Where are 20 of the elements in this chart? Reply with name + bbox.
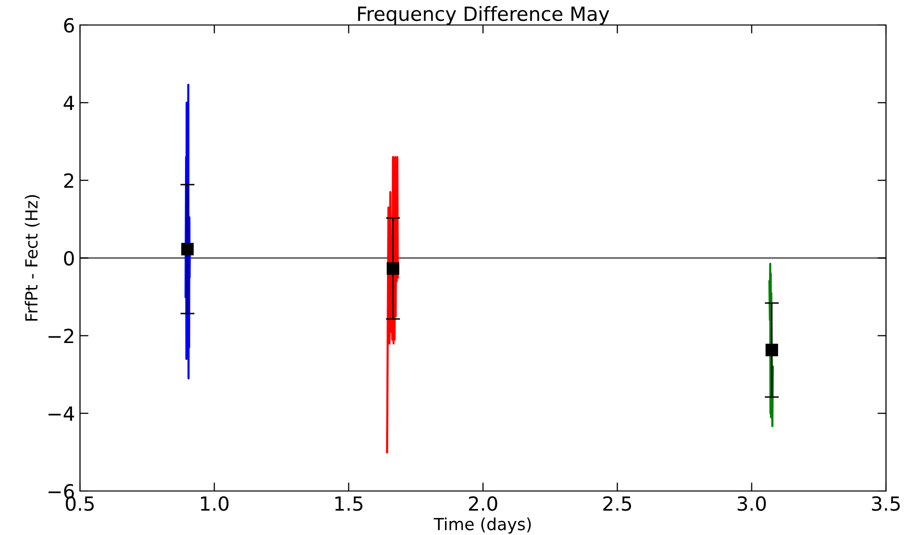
y-tick-label: 2 [64,173,74,188]
y-tick-label: −4 [48,406,74,421]
line-series [386,156,399,454]
point [181,242,194,256]
x-tick-label: 3.0 [738,496,766,511]
x-axis-title: Time (days) [434,517,531,534]
chart-title: Frequency Difference May [358,6,610,25]
point [766,344,778,356]
x-tick-label: 2.5 [603,496,632,511]
point [386,262,400,275]
y-tick-label: −2 [48,328,74,344]
y-axis-title: FrfPt - Fect (Hz) [24,195,40,321]
y-tick-label: 4 [64,96,74,110]
y-tick-label: 6 [64,18,74,33]
line-series [768,262,774,428]
y-tick-label: 0 [64,250,74,266]
x-tick-label: 2.0 [468,496,498,511]
x-tick-label: 1.5 [335,496,362,511]
x-tick-label: 3.5 [872,496,900,511]
x-tick-label: 1.0 [201,496,229,511]
